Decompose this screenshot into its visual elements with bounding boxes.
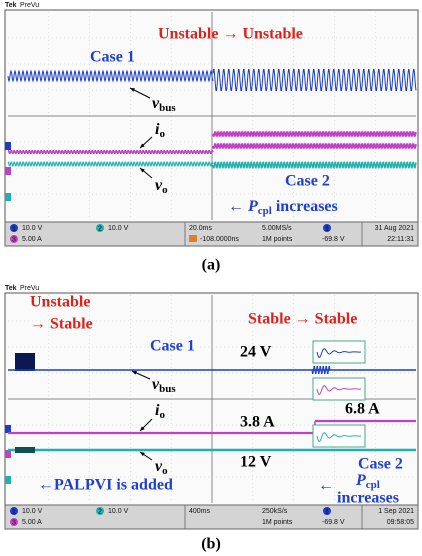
- trigger-delay: -108.0000ns: [200, 236, 239, 243]
- channel-number: 1: [12, 225, 16, 232]
- case-label: Case 2: [358, 456, 403, 473]
- channel-scale: 5.00 A: [22, 236, 42, 243]
- date: 31 Aug 2021: [375, 225, 414, 232]
- timebase: 400ms: [189, 508, 211, 515]
- channel-number: 1: [12, 508, 16, 515]
- record-length: 1M points: [262, 236, 293, 243]
- channel-marker: [5, 425, 11, 433]
- channel-scale: 5.00 A: [22, 519, 42, 526]
- brand: Tek: [5, 285, 17, 292]
- mode: PreVu: [20, 285, 39, 292]
- channel-scale: 10.0 V: [22, 508, 43, 515]
- level-label: 24 V: [240, 344, 272, 361]
- trigger-level: -69.8 V: [322, 519, 345, 526]
- subscript: bus: [159, 383, 176, 395]
- date: 1 Sep 2021: [378, 508, 414, 515]
- io-wave: [213, 132, 416, 135]
- arrow: ←: [318, 477, 334, 494]
- time: 22:11:31: [387, 236, 414, 243]
- channel-scale: 10.0 V: [108, 225, 129, 232]
- transition: Stable → Stable: [248, 311, 357, 328]
- channel-number: 3: [12, 519, 16, 526]
- subscript: o: [162, 184, 168, 196]
- transient-block: [15, 353, 35, 371]
- record-length: 1M points: [262, 519, 293, 526]
- brand: Tek: [5, 2, 17, 9]
- level-label: 3.8 A: [240, 414, 275, 431]
- case-label: Case 2: [285, 173, 330, 190]
- caption: (a): [202, 257, 221, 274]
- channel-marker: [5, 167, 11, 175]
- subscript: cpl: [258, 205, 272, 217]
- symbol: P: [247, 198, 258, 215]
- channel-number: 2: [98, 508, 102, 515]
- subscript: bus: [159, 102, 176, 114]
- channel-scale: 10.0 V: [22, 225, 43, 232]
- channel-marker: [5, 476, 11, 484]
- symbol: P: [355, 472, 366, 489]
- channel-scale: 10.0 V: [108, 508, 129, 515]
- sample-rate: 5.00MS/s: [262, 225, 292, 232]
- timebase: 20.0ms: [189, 225, 212, 232]
- vo-block: [15, 447, 35, 453]
- case-label: Case 1: [150, 338, 195, 355]
- transition: Unstable → Unstable: [158, 26, 303, 43]
- figure: TekPreVu110.0 V210.0 V35.00 A20.0ms-108.…: [0, 0, 422, 556]
- level-label: 12 V: [240, 454, 272, 471]
- transition: → Stable: [30, 316, 93, 333]
- transition: Unstable: [30, 294, 90, 311]
- channel-marker: [5, 142, 11, 150]
- arrow: ←: [228, 198, 244, 215]
- pcpl-text: increases: [276, 198, 338, 215]
- subscript: o: [159, 128, 165, 140]
- trigger-icon: [189, 235, 197, 242]
- level-label: 6.8 A: [345, 401, 380, 418]
- pcpl-text: increases: [337, 490, 399, 507]
- subscript: o: [162, 465, 168, 477]
- trigger-level: -69.8 V: [322, 236, 345, 243]
- status-bar: [5, 505, 418, 529]
- trigger-source: 1: [325, 225, 329, 232]
- sample-rate: 250kS/s: [262, 508, 288, 515]
- subscript: o: [159, 409, 165, 421]
- case-label: Case 1: [90, 49, 135, 66]
- time: 09:58:05: [387, 519, 414, 526]
- mode: PreVu: [20, 2, 39, 9]
- channel-number: 3: [12, 236, 16, 243]
- added-label: ←PALPVI is added: [38, 477, 173, 494]
- channel-marker: [5, 193, 11, 201]
- caption: (b): [201, 536, 221, 553]
- io-wave: [213, 144, 416, 147]
- trigger-source: 1: [325, 508, 329, 515]
- channel-number: 2: [98, 225, 102, 232]
